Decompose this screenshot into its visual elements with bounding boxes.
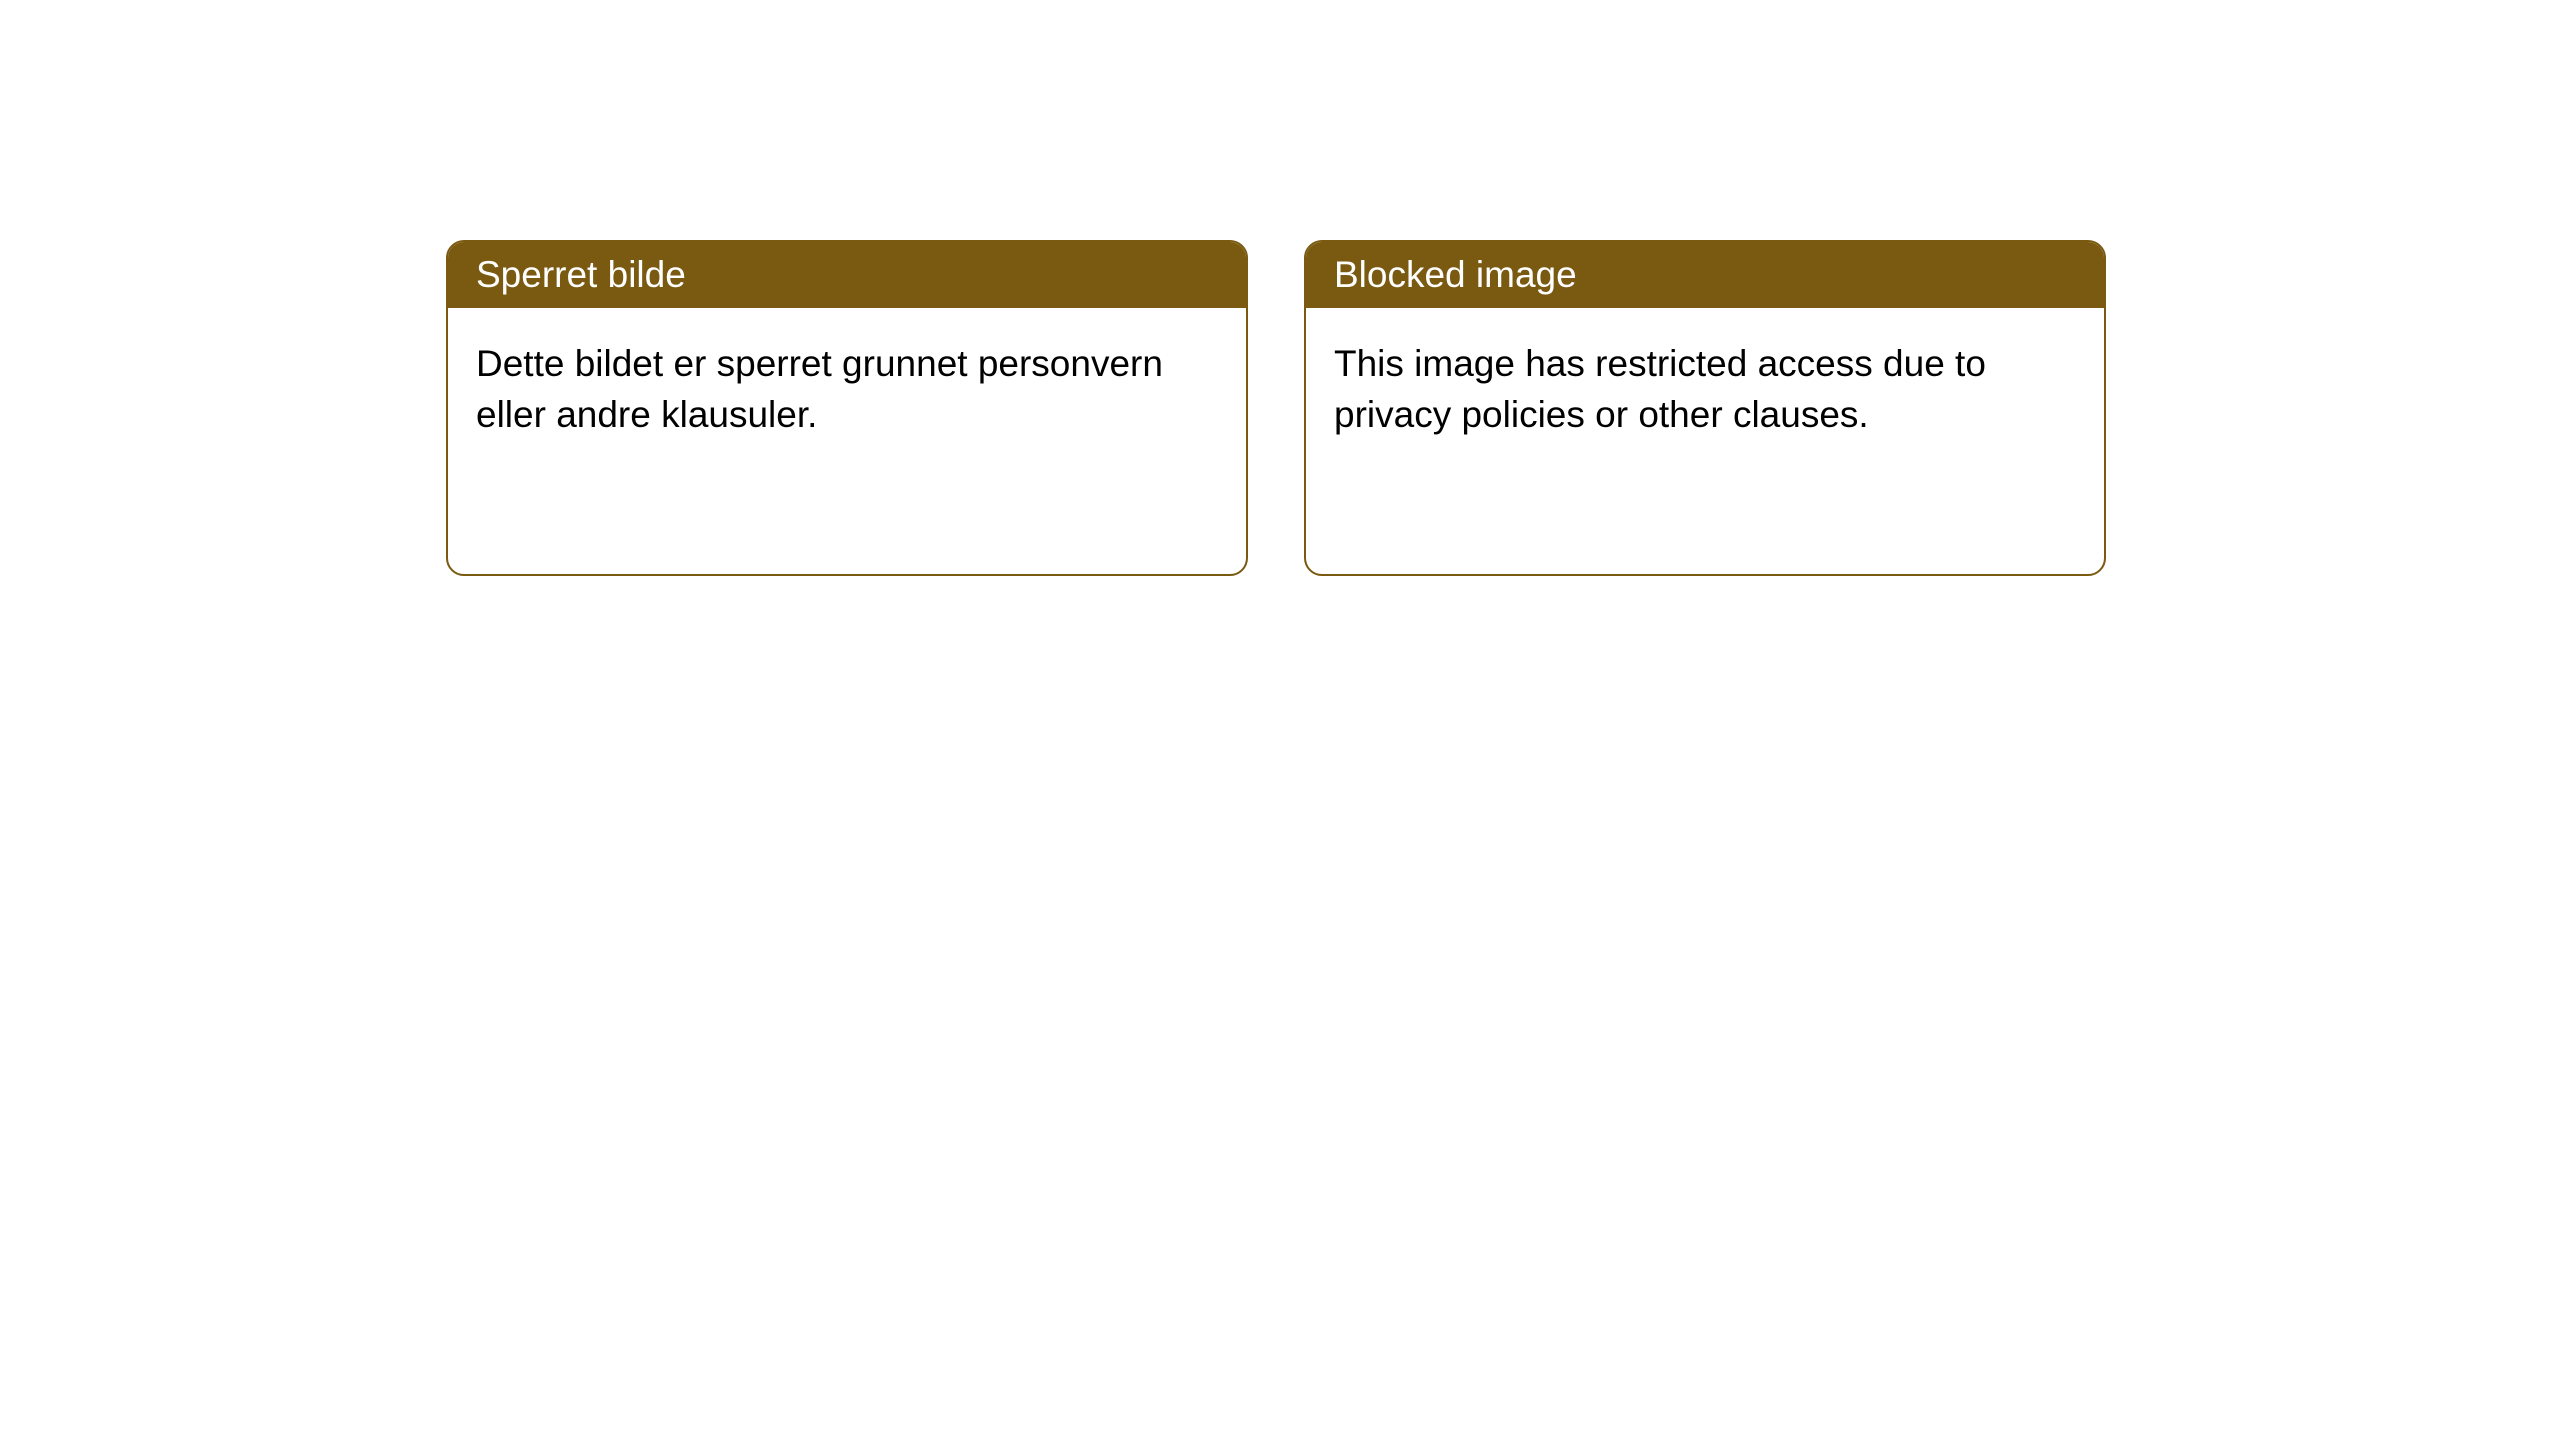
panel-header-norwegian: Sperret bilde [448, 242, 1246, 308]
panel-body-norwegian: Dette bildet er sperret grunnet personve… [448, 308, 1246, 470]
panels-container: Sperret bilde Dette bildet er sperret gr… [0, 0, 2560, 576]
panel-header-english: Blocked image [1306, 242, 2104, 308]
panel-body-english: This image has restricted access due to … [1306, 308, 2104, 470]
panel-norwegian: Sperret bilde Dette bildet er sperret gr… [446, 240, 1248, 576]
panel-english: Blocked image This image has restricted … [1304, 240, 2106, 576]
